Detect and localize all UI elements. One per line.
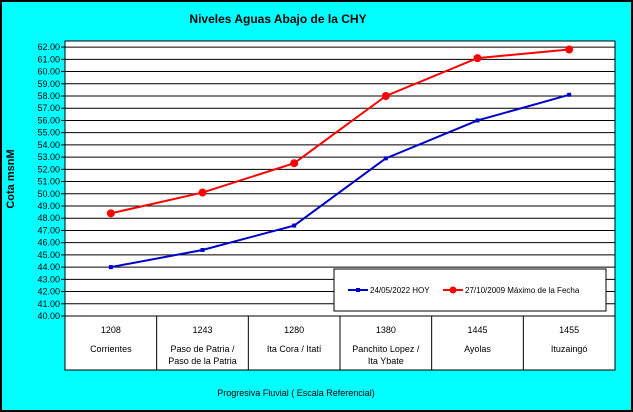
data-point bbox=[475, 118, 480, 123]
data-point bbox=[381, 92, 390, 100]
data-point bbox=[383, 156, 388, 161]
y-tick-label: 49.00 bbox=[37, 201, 60, 211]
y-tick-label: 54.00 bbox=[37, 140, 60, 150]
series-line bbox=[110, 93, 570, 269]
y-tick-label: 43.00 bbox=[37, 274, 60, 284]
y-tick-label: 61.00 bbox=[37, 54, 60, 64]
y-tick-label: 53.00 bbox=[37, 152, 60, 162]
y-tick-label: 48.00 bbox=[37, 213, 60, 223]
y-tick-label: 59.00 bbox=[37, 79, 60, 89]
legend-box bbox=[333, 268, 607, 312]
y-tick-label: 45.00 bbox=[37, 250, 60, 260]
y-tick-label: 42.00 bbox=[37, 287, 60, 297]
y-tick-labels: 40.00 41.00 42.00 43.00 44.00 45.00 46.00 47.00… bbox=[37, 42, 60, 321]
y-tick-label: 58.00 bbox=[37, 91, 60, 101]
legend-items: 24/05/2022 HOY 27/10/2009 Máximo de la Fe… bbox=[348, 286, 580, 295]
series-line bbox=[110, 48, 570, 215]
y-tick-label: 60.00 bbox=[37, 67, 60, 77]
y-tick-label: 46.00 bbox=[37, 238, 60, 248]
x-tick-name: Paso de la Patria bbox=[168, 356, 237, 366]
x-tick-km: 1445 bbox=[467, 325, 487, 335]
y-tick-label: 57.00 bbox=[37, 103, 60, 113]
x-tick-name: Panchito Lopez / bbox=[352, 344, 420, 354]
data-point bbox=[290, 159, 299, 168]
legend-label: 24/05/2022 HOY bbox=[370, 286, 430, 295]
x-axis-label: Progresiva Fluvial ( Escala Referencial) bbox=[217, 388, 375, 398]
y-tick-label: 41.00 bbox=[37, 299, 60, 309]
x-tick-km: 1280 bbox=[284, 325, 304, 335]
x-tick-name: Ita Ybate bbox=[368, 356, 404, 366]
data-point bbox=[198, 188, 207, 197]
y-axis-label: Cota msnM bbox=[5, 149, 17, 208]
y-tick-label: 62.00 bbox=[37, 42, 60, 52]
y-tick-label: 51.00 bbox=[37, 177, 60, 187]
x-tick-name: Ita Cora / Itatí bbox=[267, 344, 322, 354]
x-tick-km: 1380 bbox=[376, 325, 396, 335]
data-point bbox=[106, 209, 115, 218]
chart-title: Niveles Aguas Abajo de la CHY bbox=[189, 12, 366, 26]
x-category-labels: 1208 Corrientes 1243 Paso de Patria / Paso d… bbox=[90, 316, 587, 370]
x-tick-km: 1243 bbox=[192, 325, 212, 335]
x-tick-name: Ituzaingó bbox=[551, 344, 588, 354]
x-tick-km: 1208 bbox=[101, 325, 121, 335]
data-point bbox=[473, 54, 482, 63]
x-tick-km: 1455 bbox=[559, 325, 579, 335]
y-tick-label: 56.00 bbox=[37, 115, 60, 125]
x-tick-name: Corrientes bbox=[90, 344, 132, 354]
y-tick-label: 40.00 bbox=[37, 311, 60, 321]
y-tick-label: 44.00 bbox=[37, 262, 60, 272]
legend-marker bbox=[449, 286, 457, 294]
data-point bbox=[567, 92, 572, 97]
data-point bbox=[200, 248, 205, 252]
legend: 24/05/2022 HOY 27/10/2009 Máximo de la Fe… bbox=[333, 268, 607, 312]
series-group bbox=[106, 45, 574, 270]
y-tick-label: 55.00 bbox=[37, 128, 60, 138]
x-tick-name: Ayolas bbox=[464, 344, 491, 354]
legend-marker bbox=[356, 288, 360, 292]
data-point bbox=[565, 45, 574, 54]
x-tick-name: Paso de Patria / bbox=[170, 344, 235, 354]
y-tick-label: 50.00 bbox=[37, 189, 60, 199]
data-point bbox=[108, 265, 113, 270]
y-tick-label: 52.00 bbox=[37, 164, 60, 174]
y-tick-label: 47.00 bbox=[37, 225, 60, 235]
legend-label: 27/10/2009 Máximo de la Fecha bbox=[465, 286, 580, 295]
data-point bbox=[292, 223, 297, 228]
